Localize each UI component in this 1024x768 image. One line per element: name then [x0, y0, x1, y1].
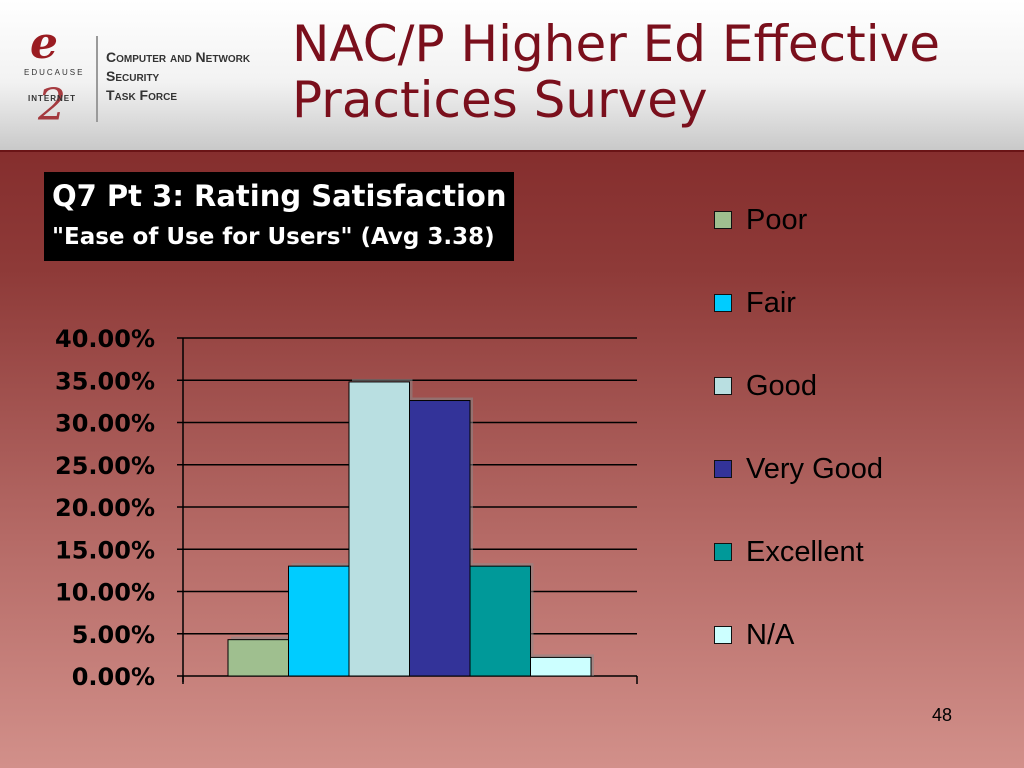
legend-label: Excellent [746, 535, 864, 568]
y-tick-label: 0.00% [72, 663, 155, 691]
slide-title-line-2: Practices Survey [292, 71, 708, 129]
slide-number: 48 [932, 705, 953, 725]
bar-n-a [530, 656, 592, 677]
chart-title: Q7 Pt 3: Rating Satisfaction "Ease of Us… [44, 172, 515, 261]
bar-fair [288, 565, 350, 677]
legend-label: N/A [746, 618, 795, 651]
legend-label: Fair [746, 286, 796, 319]
legend-item: Very Good [714, 449, 883, 489]
legend-item: Good [714, 366, 817, 406]
legend-swatch [714, 626, 732, 644]
slide-title-line-1: NAC/P Higher Ed Effective [292, 15, 941, 73]
slide-header: e EDUCAUSE 2 INTERNET Computer and Netwo… [0, 0, 1024, 152]
legend-swatch [714, 211, 732, 229]
logo-line-2: Security [106, 68, 160, 84]
legend-item: Poor [714, 200, 807, 240]
legend-label: Very Good [746, 452, 884, 485]
task-force-logo: e EDUCAUSE 2 INTERNET Computer and Netwo… [22, 18, 272, 131]
legend-swatch [714, 294, 732, 312]
educause-wordmark: EDUCAUSE [24, 68, 85, 77]
chart-title-line-1: Q7 Pt 3: Rating Satisfaction [52, 179, 507, 213]
slide-title: NAC/P Higher Ed Effective Practices Surv… [292, 16, 940, 128]
legend-label: Poor [746, 203, 808, 236]
legend-item: N/A [714, 615, 794, 655]
internet2-wordmark: INTERNET [28, 94, 76, 103]
task-force-name: Computer and Network Security Task Force [106, 48, 250, 105]
internet2-mark: 2 [38, 80, 66, 131]
legend-item: Excellent [714, 532, 864, 572]
y-tick-label: 40.00% [55, 325, 155, 353]
y-tick-label: 10.00% [55, 579, 155, 607]
bar-good [348, 381, 410, 677]
y-tick-label: 25.00% [55, 452, 155, 480]
y-tick-label: 20.00% [55, 494, 155, 522]
y-tick-label: 5.00% [72, 621, 155, 649]
educause-e-mark: e [30, 18, 58, 69]
logo-line-3: Task Force [106, 87, 177, 103]
legend-item: Fair [714, 283, 796, 323]
legend-swatch [714, 377, 732, 395]
bar-poor [227, 639, 289, 677]
bar-very-good [409, 400, 471, 677]
y-tick-label: 35.00% [55, 367, 155, 395]
bar-excellent [469, 565, 531, 677]
legend-label: Good [746, 369, 817, 402]
legend-swatch [714, 543, 732, 561]
chart-title-line-2: "Ease of Use for Users" (Avg 3.38) [52, 224, 495, 250]
legend-swatch [714, 460, 732, 478]
logo-divider [96, 36, 98, 122]
y-tick-label: 15.00% [55, 536, 155, 564]
logo-line-1: Computer and Network [106, 49, 251, 65]
y-tick-label: 30.00% [55, 410, 155, 438]
